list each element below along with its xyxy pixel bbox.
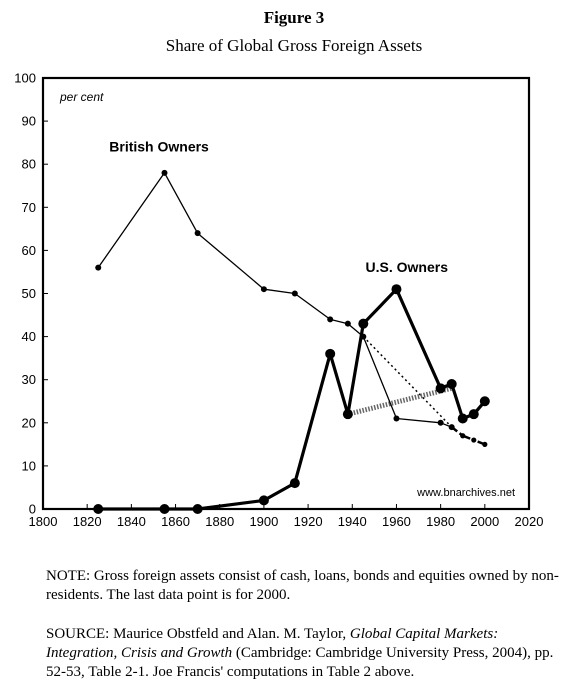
data-point-u-s-owners	[391, 284, 402, 295]
source-text: SOURCE: Maurice Obstfeld and Alan. M. Ta…	[46, 625, 566, 682]
data-point-u-s-owners	[446, 379, 457, 390]
source-suffix: (Cambridge: Cambridge University Press, …	[46, 645, 554, 680]
y-tick-label: 80	[22, 157, 36, 172]
data-point-british-owners	[448, 424, 455, 431]
data-point-u-s-owners	[258, 495, 269, 506]
watermark: www.bnarchives.net	[416, 487, 515, 499]
source-prefix: SOURCE: Maurice Obstfeld and Alan. M. Ta…	[46, 626, 350, 642]
connector-point	[471, 437, 477, 443]
connectors	[347, 336, 488, 447]
figure-title: Figure 3	[263, 8, 325, 27]
y-tick-label: 40	[22, 329, 36, 344]
chart: 0 10 20 30 40 50 60 70 80 90 100 1800 1820 1840 1860 18…	[14, 71, 543, 530]
series-line-u-s-owners	[98, 287, 487, 511]
series-line-british-owners	[97, 172, 452, 428]
annotation-us-owners: U.S. Owners	[366, 259, 449, 275]
data-point-u-s-owners	[289, 478, 300, 489]
data-point-british-owners	[393, 415, 400, 422]
data-point-british-owners	[194, 230, 201, 237]
data-point-u-s-owners	[468, 409, 479, 420]
connector-dash-dot	[450, 426, 486, 446]
x-tick-label: 1800	[29, 514, 58, 529]
y-tick-label: 90	[22, 114, 36, 129]
source-title: Global Capital Markets: Integration, Cri…	[46, 626, 499, 661]
x-tick-label: 1880	[205, 514, 234, 529]
series	[93, 169, 490, 514]
data-point-british-owners	[437, 419, 444, 426]
x-tick-label: 2020	[515, 514, 544, 529]
labels: per cent British Owners U.S. Owners www.bna…	[59, 90, 515, 499]
data-point-u-s-owners	[358, 318, 369, 329]
data-point-british-owners	[260, 286, 267, 293]
data-point-u-s-owners	[479, 396, 490, 407]
data-point-u-s-owners	[457, 413, 468, 424]
x-tick-label: 1840	[117, 514, 146, 529]
x-tick-label: 2000	[470, 514, 499, 529]
connector-hatched	[347, 385, 453, 417]
y-tick-label: 50	[22, 286, 36, 301]
x-tick-label: 1920	[294, 514, 323, 529]
x-tick-label: 1820	[73, 514, 102, 529]
x-tick-label: 1900	[249, 514, 278, 529]
data-point-british-owners	[161, 169, 168, 176]
y-tick-label: 30	[22, 372, 36, 387]
data-point-u-s-owners	[342, 409, 353, 420]
x-tick-label: 1860	[161, 514, 190, 529]
x-tick-label: 1940	[338, 514, 367, 529]
data-point-british-owners	[95, 264, 102, 271]
y-tick-label: 0	[29, 502, 36, 517]
y-axis-label: per cent	[59, 90, 104, 104]
data-point-u-s-owners	[93, 504, 104, 514]
y-tick-label: 100	[14, 71, 36, 86]
data-point-u-s-owners	[192, 504, 203, 514]
axes: 0 10 20 30 40 50 60 70 80 90 100 1800 1820 1840 1860 18…	[14, 71, 543, 530]
data-point-u-s-owners	[435, 383, 446, 394]
note-text: NOTE: Gross foreign assets consist of ca…	[46, 568, 559, 603]
connector-dotted	[362, 336, 453, 428]
y-tick-label: 60	[22, 243, 36, 258]
data-point-british-owners	[344, 320, 351, 327]
data-point-british-owners	[291, 290, 298, 297]
y-tick-label: 20	[22, 415, 36, 430]
connector-point	[460, 433, 466, 439]
connector-point	[482, 441, 488, 447]
y-tick-label: 10	[22, 458, 36, 473]
data-point-u-s-owners	[159, 504, 170, 514]
data-point-british-owners	[327, 316, 334, 323]
figure-subtitle: Share of Global Gross Foreign Assets	[165, 36, 423, 55]
y-tick-label: 70	[22, 200, 36, 215]
x-tick-label: 1980	[426, 514, 455, 529]
x-tick-label: 1960	[382, 514, 411, 529]
annotation-british-owners: British Owners	[109, 138, 209, 154]
data-point-u-s-owners	[325, 348, 336, 359]
